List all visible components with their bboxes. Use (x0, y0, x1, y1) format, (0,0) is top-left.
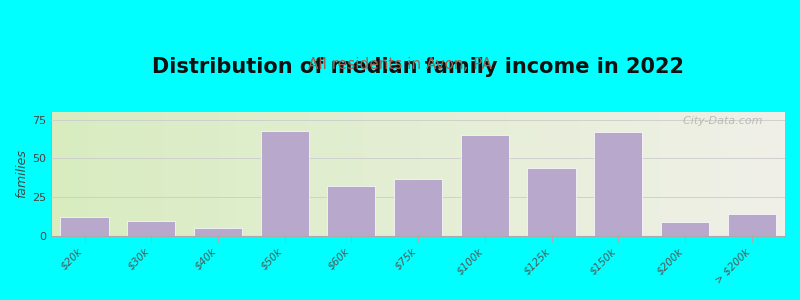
Bar (661, 222, 709, 236)
Bar (394, 178, 442, 236)
Bar (461, 135, 509, 236)
Bar (194, 228, 242, 236)
Bar (527, 168, 575, 236)
Title: Distribution of median family income in 2022: Distribution of median family income in … (152, 57, 684, 77)
Text: All residents in Avon, PA: All residents in Avon, PA (308, 57, 492, 72)
Bar (728, 214, 776, 236)
Bar (261, 130, 309, 236)
Bar (127, 220, 175, 236)
Bar (594, 132, 642, 236)
Bar (61, 218, 109, 236)
Bar (327, 186, 375, 236)
Y-axis label: families: families (15, 149, 28, 198)
Text: City-Data.com: City-Data.com (677, 116, 763, 126)
